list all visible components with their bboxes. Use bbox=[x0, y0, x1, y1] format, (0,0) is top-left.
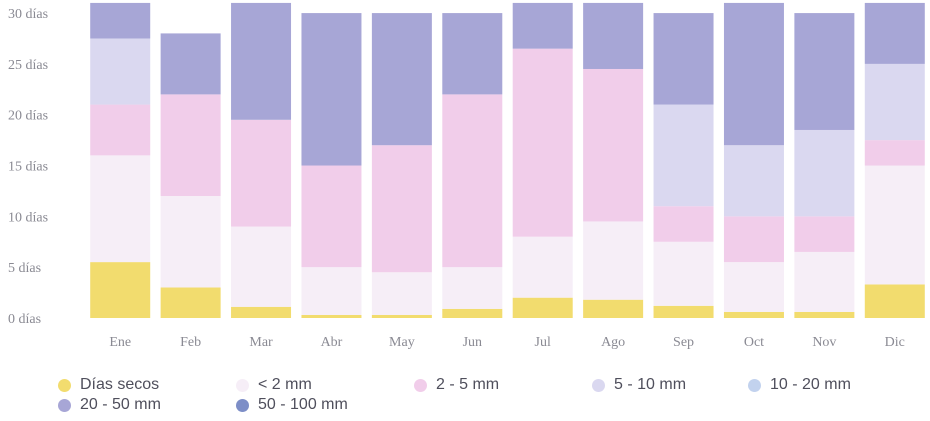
bar-segment bbox=[160, 33, 221, 95]
legend-item-dias-secos: Días secos bbox=[58, 376, 159, 394]
bar-segment bbox=[301, 267, 362, 315]
bar-segment bbox=[583, 221, 644, 300]
x-tick-label: Dic bbox=[885, 335, 905, 350]
bar-segment bbox=[794, 311, 855, 318]
bar-segment bbox=[794, 216, 855, 252]
bar-segment bbox=[90, 2, 151, 39]
bar-segment bbox=[442, 13, 503, 95]
x-tick-label: Oct bbox=[744, 335, 764, 350]
bar-segment bbox=[512, 2, 573, 49]
bar-segment bbox=[864, 63, 925, 141]
bar-segment bbox=[653, 305, 714, 318]
legend-swatch bbox=[236, 398, 249, 412]
bar-segment bbox=[371, 272, 432, 315]
legend-swatch bbox=[748, 378, 761, 392]
legend-item-lt-2mm: < 2 mm bbox=[236, 376, 312, 394]
x-tick-label: Sep bbox=[673, 335, 694, 350]
bar-segment bbox=[512, 48, 573, 237]
bar-segment bbox=[160, 196, 221, 288]
y-tick-label: 0 días bbox=[8, 312, 41, 327]
legend-label: 10 - 20 mm bbox=[770, 376, 851, 393]
bar-segment bbox=[442, 267, 503, 309]
bar-segment bbox=[723, 216, 784, 263]
x-tick-label: Mar bbox=[249, 335, 273, 350]
bar-segment bbox=[864, 2, 925, 64]
bar-segment bbox=[723, 311, 784, 318]
y-tick-label: 20 días bbox=[8, 109, 48, 124]
x-tick-label: Ene bbox=[109, 335, 131, 350]
y-tick-label: 10 días bbox=[8, 210, 48, 225]
x-tick-label: Feb bbox=[180, 335, 201, 350]
bar-segment bbox=[90, 262, 151, 318]
bar-segment bbox=[794, 129, 855, 217]
bar-segment bbox=[442, 308, 503, 318]
bar-segment bbox=[90, 155, 151, 263]
bar-segment bbox=[653, 241, 714, 306]
bar-segment bbox=[512, 236, 573, 298]
legend-label: < 2 mm bbox=[258, 376, 312, 393]
bar-segment bbox=[583, 299, 644, 318]
legend-item-50-100mm: 50 - 100 mm bbox=[236, 396, 348, 414]
legend-item-5-10mm: 5 - 10 mm bbox=[592, 376, 686, 394]
bar-segment bbox=[653, 13, 714, 105]
legend-item-20-50mm: 20 - 50 mm bbox=[58, 396, 161, 414]
legend-item-2-5mm: 2 - 5 mm bbox=[414, 376, 499, 394]
bar-segment bbox=[371, 314, 432, 318]
legend-swatch bbox=[58, 378, 71, 392]
y-tick-label: 30 días bbox=[8, 7, 48, 22]
bar-segment bbox=[583, 68, 644, 222]
bar-segment bbox=[864, 165, 925, 285]
bar-segment bbox=[301, 13, 362, 166]
bar-segment bbox=[653, 206, 714, 242]
legend-label: 5 - 10 mm bbox=[614, 376, 687, 393]
x-tick-label: May bbox=[389, 335, 415, 350]
bar-segment bbox=[371, 13, 432, 146]
bar-segment bbox=[653, 104, 714, 207]
bar-segment bbox=[583, 2, 644, 69]
legend-label: 50 - 100 mm bbox=[258, 396, 348, 413]
legend-item-10-20mm: 10 - 20 mm bbox=[748, 376, 851, 394]
legend-swatch bbox=[236, 378, 249, 392]
bar-segment bbox=[90, 104, 151, 156]
bar-segment bbox=[442, 94, 503, 268]
bar-segment bbox=[301, 165, 362, 268]
bar-segment bbox=[371, 145, 432, 273]
bar-segment bbox=[723, 2, 784, 146]
bar-segment bbox=[160, 287, 221, 318]
bar-segment bbox=[794, 13, 855, 130]
y-tick-label: 25 días bbox=[8, 58, 48, 73]
bar-segment bbox=[160, 94, 221, 197]
bar-segment bbox=[723, 145, 784, 217]
legend-swatch bbox=[58, 398, 71, 412]
bar-segment bbox=[231, 119, 292, 227]
bar-segment bbox=[231, 226, 292, 307]
bar-segment bbox=[864, 140, 925, 166]
bar-segment bbox=[723, 262, 784, 312]
x-tick-label: Ago bbox=[601, 335, 625, 350]
x-tick-label: Nov bbox=[812, 335, 836, 350]
legend-label: 2 - 5 mm bbox=[436, 376, 500, 393]
bar-segment bbox=[864, 284, 925, 318]
bar-segment bbox=[794, 251, 855, 312]
bar-segment bbox=[90, 38, 151, 105]
legend-label: 20 - 50 mm bbox=[80, 396, 161, 413]
bar-segment bbox=[231, 306, 292, 318]
bar-segment bbox=[231, 2, 292, 120]
legend-label: Días secos bbox=[80, 376, 160, 393]
stacked-bar-chart: 0 días 5 días 10 días 15 días 20 días 25 días… bbox=[8, 2, 925, 350]
y-tick-label: 5 días bbox=[8, 261, 41, 276]
x-tick-label: Jul bbox=[535, 335, 551, 350]
x-tick-label: Jun bbox=[463, 335, 482, 350]
legend-swatch bbox=[592, 378, 605, 392]
bar-segment bbox=[301, 314, 362, 318]
bar-segment bbox=[512, 297, 573, 318]
y-tick-label: 15 días bbox=[8, 160, 48, 175]
x-tick-label: Abr bbox=[321, 335, 343, 350]
legend-swatch bbox=[414, 378, 427, 392]
